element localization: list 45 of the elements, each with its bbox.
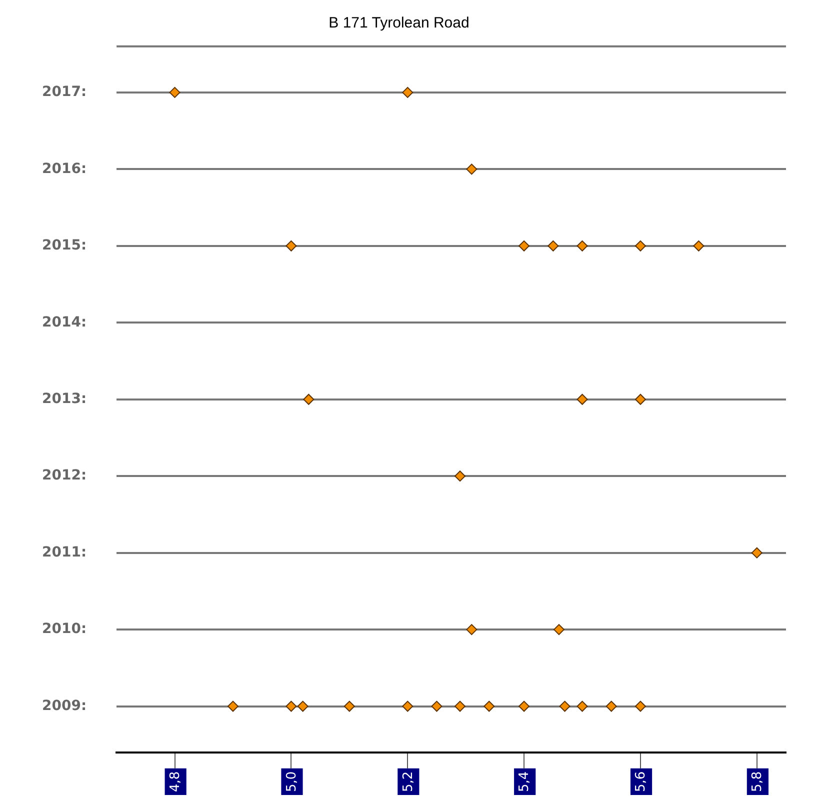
y-tick-label: 2014: xyxy=(42,314,87,330)
x-tick-label: 5,6 xyxy=(634,771,649,792)
y-tick-label: 2015: xyxy=(42,238,87,254)
chart-title: B 171 Tyrolean Road xyxy=(328,14,470,32)
point xyxy=(693,240,704,252)
y-tick-label: 2017: xyxy=(42,84,87,100)
point xyxy=(466,164,478,175)
point xyxy=(286,240,297,252)
point xyxy=(402,86,414,98)
point xyxy=(634,240,646,252)
point xyxy=(634,394,646,405)
y-tick-label: 2012: xyxy=(42,468,87,484)
point xyxy=(303,394,314,405)
x-tick-label: 5,2 xyxy=(400,771,416,792)
point xyxy=(548,240,559,252)
point xyxy=(518,700,530,712)
y-tick-label: 2011: xyxy=(42,544,87,560)
point xyxy=(344,700,355,712)
point xyxy=(454,470,466,482)
point xyxy=(576,240,588,252)
point xyxy=(169,86,180,98)
y-tick-label: 2010: xyxy=(42,621,87,638)
point xyxy=(576,700,588,712)
x-tick-label: 5,0 xyxy=(284,771,300,792)
point xyxy=(553,624,564,636)
y-tick-label: 2013: xyxy=(42,391,87,408)
point xyxy=(402,700,414,712)
point xyxy=(454,700,466,712)
y-tick-label: 2009: xyxy=(42,698,87,714)
point xyxy=(297,700,308,712)
point xyxy=(606,700,617,712)
point xyxy=(518,240,530,252)
point xyxy=(751,547,762,558)
point xyxy=(431,700,442,712)
point xyxy=(559,700,570,712)
point xyxy=(227,700,238,712)
point xyxy=(484,700,495,712)
y-tick-label: 2016: xyxy=(42,160,87,177)
x-tick-label: 5,4 xyxy=(517,771,532,792)
x-tick-label: 4,8 xyxy=(168,771,183,792)
point xyxy=(576,394,588,405)
point xyxy=(286,700,297,712)
point xyxy=(634,700,646,712)
x-tick-label: 5,8 xyxy=(750,771,766,792)
point xyxy=(466,624,478,636)
